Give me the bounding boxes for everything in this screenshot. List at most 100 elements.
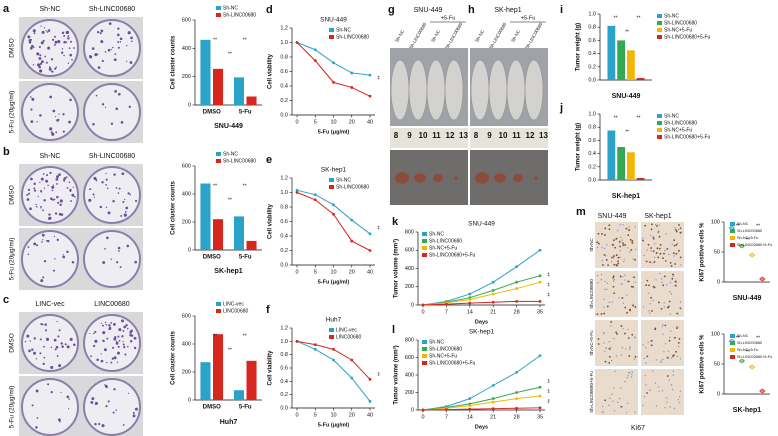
x-axis-label: 5-Fu (μg/ml) <box>318 129 350 135</box>
nucleus <box>675 279 677 282</box>
colony <box>115 107 119 111</box>
legend-swatch <box>422 347 427 351</box>
colony <box>94 422 97 426</box>
mice-title: SK-hep1 <box>494 7 521 14</box>
colony <box>102 331 106 335</box>
nucleus <box>652 262 654 264</box>
colony <box>47 184 49 187</box>
colony <box>28 41 32 44</box>
point <box>468 397 472 401</box>
colony <box>66 395 70 399</box>
nucleus <box>614 370 616 373</box>
nucleus <box>651 370 654 372</box>
ki67-cell <box>653 260 656 263</box>
ruler-number: 9 <box>487 131 492 140</box>
nucleus <box>605 288 608 290</box>
y-tick-label: 0 <box>717 279 720 285</box>
nucleus <box>613 279 616 281</box>
ihc-image <box>595 271 638 317</box>
legend-label: Sh-LINC00680 <box>336 34 369 40</box>
colony <box>121 172 125 176</box>
nucleus <box>647 341 649 343</box>
point <box>491 280 495 284</box>
y-tick-label: 0.6 <box>280 219 288 225</box>
ki67-cell <box>617 262 620 265</box>
legend-swatch <box>657 14 662 18</box>
x-tick-label: 14 <box>467 309 473 315</box>
ki67-cell <box>628 229 630 231</box>
x-axis-label: 5-Fu (μg/ml) <box>318 279 350 285</box>
colony <box>113 58 117 62</box>
colony <box>50 390 53 394</box>
panel-letter: b <box>3 146 10 158</box>
colony <box>27 253 30 256</box>
y-tick-label: 0.6 <box>280 69 288 75</box>
nucleus <box>630 240 633 243</box>
ki67-cell <box>617 260 619 263</box>
nucleus <box>643 254 645 257</box>
ki67-cell <box>629 238 632 241</box>
colony <box>112 200 115 203</box>
chart-title: SNU-449 <box>612 93 641 100</box>
colony <box>31 97 35 101</box>
colony <box>54 339 57 342</box>
legend-swatch <box>329 28 334 32</box>
colony <box>121 335 124 338</box>
nucleus <box>669 406 671 408</box>
legend-swatch <box>657 21 662 25</box>
legend-swatch <box>730 236 735 240</box>
colony <box>91 397 95 401</box>
significance: ** <box>243 37 247 43</box>
ki67-cell <box>621 297 624 299</box>
ki67-cell <box>679 307 682 310</box>
colony <box>42 39 45 43</box>
legend-label: LINC00680 <box>223 308 249 314</box>
nucleus <box>622 224 624 226</box>
nucleus <box>657 231 660 234</box>
ihc-image <box>641 369 684 415</box>
ki67-cell <box>605 259 608 261</box>
colony <box>110 258 112 260</box>
colony <box>117 41 120 43</box>
ki67-cell <box>650 228 653 231</box>
nucleus <box>613 338 615 340</box>
colony <box>60 342 63 345</box>
plate-row-label: 5-Fu (20μg/ml) <box>9 386 16 429</box>
x-tick-label: 7 <box>445 309 448 315</box>
nucleus <box>653 256 656 259</box>
y-tick-label: 0.8 <box>588 25 596 31</box>
plate <box>83 378 141 436</box>
ki67-cell <box>632 286 634 288</box>
nucleus <box>647 292 650 294</box>
x-tick-label: 10 <box>330 119 336 125</box>
colony <box>65 30 69 35</box>
colony <box>51 185 55 189</box>
y-tick-label: 800 <box>405 337 414 343</box>
colony <box>117 92 121 96</box>
chart-title: SNU-449 <box>733 295 762 302</box>
point <box>313 343 317 347</box>
chart-title: SK-hep1 <box>612 193 641 200</box>
significance: ** <box>213 183 217 189</box>
colony <box>38 46 41 49</box>
nucleus <box>608 301 610 304</box>
colony <box>129 193 132 196</box>
plate <box>83 19 141 77</box>
mouse <box>408 59 428 121</box>
ruler-number: 10 <box>419 131 428 140</box>
ki67-cell <box>613 239 615 241</box>
colony <box>105 172 107 175</box>
colony <box>108 22 112 26</box>
colony <box>65 41 68 43</box>
ki67-cell <box>674 263 677 265</box>
colony <box>28 349 31 353</box>
tumor <box>433 174 443 182</box>
point <box>350 239 354 243</box>
colony <box>45 30 47 32</box>
line <box>296 42 371 97</box>
ihc-column-label: SK-hep1 <box>644 213 671 220</box>
legend-label: Sh-NC <box>429 339 444 345</box>
y-tick-label: 0 <box>717 391 720 397</box>
colony <box>60 213 64 216</box>
ki67-cell <box>606 305 609 308</box>
